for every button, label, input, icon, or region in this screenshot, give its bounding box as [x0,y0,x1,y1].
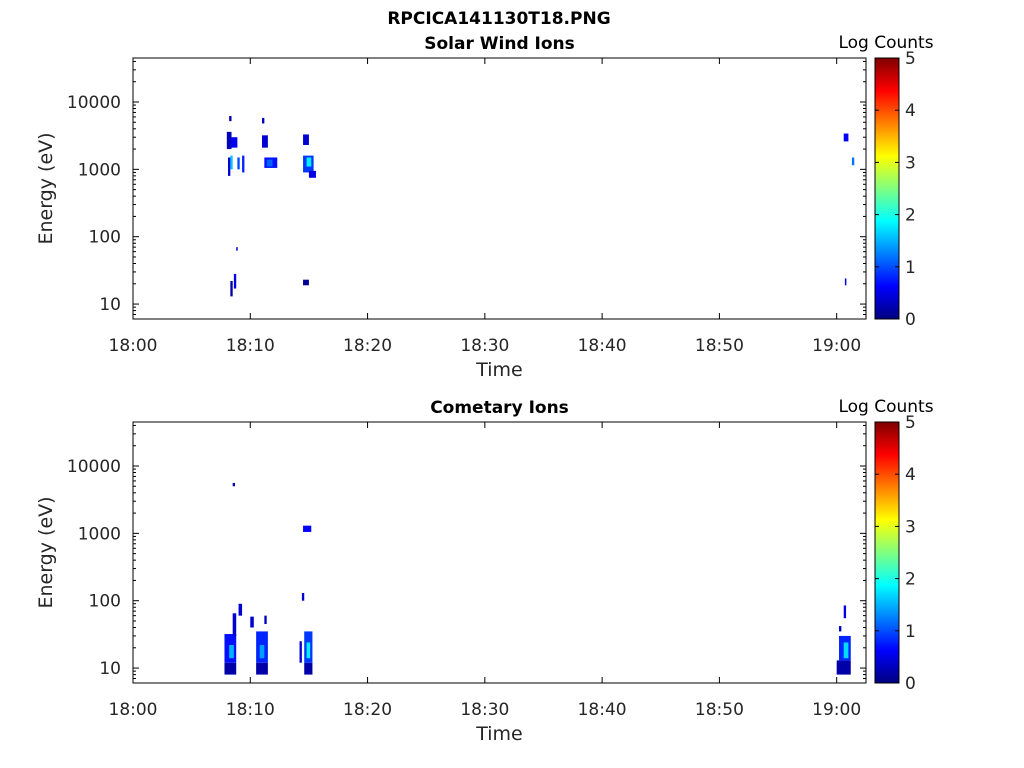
x-axis-label: Time [475,359,523,381]
data-cell [843,605,847,619]
colorbar-tick-label: 2 [905,206,916,226]
x-tick-label: 19:00 [812,336,861,356]
data-cell [242,155,245,173]
y-tick-label: 10 [99,295,121,315]
x-tick-label: 18:50 [695,700,744,720]
data-cell [236,247,238,251]
x-tick-label: 18:40 [578,336,627,356]
data-cell [303,134,309,145]
colorbar-tick-label: 4 [905,101,916,121]
cometary-panel: Cometary Ions 18:00 18:10 18:20 18:30 18:40 18… [35,397,934,745]
data-cell [262,135,268,148]
x-tick-label: 18:20 [343,336,392,356]
data-cell [230,155,233,170]
data-cell [229,644,234,659]
data-cell [238,603,243,616]
colorbar-tick-label: 5 [905,49,916,69]
y-tick-label: 10000 [67,93,121,113]
colorbar-tick-label: 3 [905,153,916,173]
y-tick-label: 1000 [78,160,121,180]
colorbar [874,57,900,320]
colorbar-tick-label: 0 [905,674,916,694]
x-tick-label: 18:40 [578,700,627,720]
x-tick-label: 18:00 [109,336,158,356]
data-cell [843,133,849,142]
panel-title: Solar Wind Ions [424,34,575,54]
data-cell [250,616,254,628]
data-cell [259,644,265,659]
data-cell [844,278,847,286]
x-tick-label: 18:10 [226,700,275,720]
data-cell [227,157,231,176]
x-tick-label: 18:30 [460,336,509,356]
colorbar-tick-label: 3 [905,517,916,537]
data-cell [231,137,238,148]
data-cell [306,642,311,659]
plot-frame [132,57,867,320]
y-axis-label: Energy (eV) [35,496,57,608]
data-cell [232,482,236,487]
colorbar-tick-label: 1 [905,622,916,642]
panel-title: Cometary Ions [430,398,569,418]
data-cell [229,115,232,122]
y-tick-label: 10 [99,659,121,679]
x-tick-label: 18:30 [460,700,509,720]
data-cell [230,280,233,297]
data-cell [226,131,232,150]
data-cell [224,662,237,675]
data-cell [836,660,851,675]
colorbar-tick-label: 2 [905,570,916,590]
data-cell [299,641,302,663]
y-tick-label: 100 [89,228,121,248]
data-cell [264,615,267,625]
data-cell [232,613,237,636]
data-cell [308,170,316,178]
data-cell [303,279,309,286]
colorbar-tick-label: 4 [905,465,916,485]
colorbar-tick-label: 0 [905,310,916,330]
data-cell [301,593,305,601]
y-tick-label: 10000 [67,457,121,477]
y-axis-label: Energy (eV) [35,132,57,244]
data-cell [262,117,265,124]
colorbar-label: Log Counts [838,33,933,53]
x-tick-label: 18:20 [343,700,392,720]
data-cell [233,273,237,289]
x-axis-label: Time [475,723,523,745]
colorbar [874,421,900,684]
colorbar-label: Log Counts [838,397,933,417]
colorbar-tick-label: 1 [905,258,916,278]
solar-wind-panel: Solar Wind Ions 18:00 18:10 18:20 18:30 18:40… [35,33,934,381]
data-cell [256,662,268,675]
plot-frame [132,421,867,684]
y-tick-label: 100 [89,592,121,612]
figure-title: RPCICA141130T18.PNG [387,9,610,29]
data-cell [304,662,313,675]
data-cell [839,626,842,632]
data-cell [843,642,849,659]
y-tick-label: 1000 [78,524,121,544]
x-tick-label: 18:10 [226,336,275,356]
data-cell [306,157,312,167]
x-tick-label: 18:50 [695,336,744,356]
colorbar-tick-label: 5 [905,413,916,433]
data-cell [237,157,240,170]
x-tick-label: 19:00 [812,700,861,720]
data-cell [303,525,312,532]
data-cell [266,159,273,167]
x-tick-label: 18:00 [109,700,158,720]
data-cell [851,157,855,166]
